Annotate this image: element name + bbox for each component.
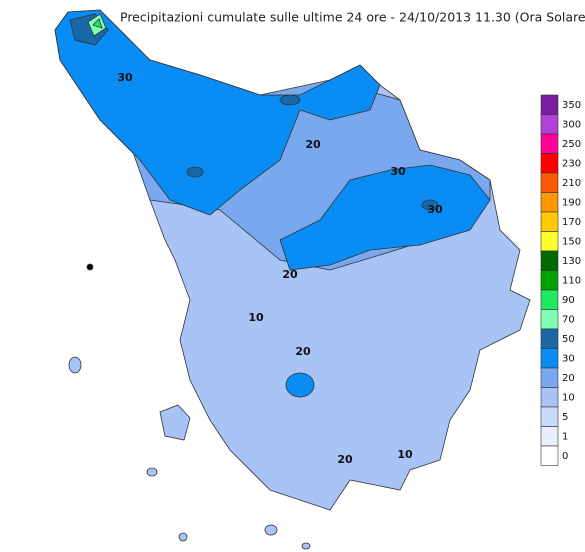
legend: 3503002502302101901701501301109070503020… xyxy=(540,94,581,466)
legend-swatch xyxy=(540,406,559,427)
legend-swatch xyxy=(540,328,559,349)
legend-swatch xyxy=(540,270,559,291)
zone-30-east xyxy=(279,164,491,271)
island xyxy=(86,263,94,271)
zone-20-spot xyxy=(285,372,315,398)
contour-label: 10 xyxy=(397,448,413,461)
island xyxy=(264,524,278,536)
legend-label: 70 xyxy=(562,314,575,325)
zone-50-spot xyxy=(186,166,204,178)
legend-swatch xyxy=(540,192,559,213)
island xyxy=(68,356,82,374)
legend-swatch xyxy=(540,367,559,388)
legend-label: 130 xyxy=(562,256,581,267)
legend-swatch xyxy=(540,133,559,154)
map-title: Precipitazioni cumulate sulle ultime 24 … xyxy=(120,10,585,25)
zone-30 xyxy=(54,9,381,216)
contour-label: 10 xyxy=(248,311,264,324)
legend-label: 150 xyxy=(562,236,581,247)
island xyxy=(178,532,188,542)
legend-label: 300 xyxy=(562,119,581,130)
zone-90 xyxy=(92,18,103,29)
legend-label: 20 xyxy=(562,373,575,384)
contour-label: 30 xyxy=(117,71,133,84)
region-base xyxy=(54,9,531,511)
legend-swatch xyxy=(540,172,559,193)
islands xyxy=(68,263,311,550)
legend-label: 1 xyxy=(562,431,568,442)
contour-label: 20 xyxy=(305,138,321,151)
legend-label: 5 xyxy=(562,412,568,423)
legend-label: 0 xyxy=(562,451,568,462)
legend-label: 90 xyxy=(562,295,575,306)
contour-labels: 30 30 20 30 10 20 20 10 20 xyxy=(117,71,443,466)
legend-label: 50 xyxy=(562,334,575,345)
legend-swatch xyxy=(540,231,559,252)
legend-label: 250 xyxy=(562,139,581,150)
legend-swatch xyxy=(540,211,559,232)
island xyxy=(159,404,191,441)
legend-label: 110 xyxy=(562,275,581,286)
legend-swatch xyxy=(540,114,559,135)
zone-50-spot xyxy=(421,199,439,211)
legend-label: 30 xyxy=(562,353,575,364)
contour-label: 20 xyxy=(337,453,353,466)
legend-swatch xyxy=(540,250,559,271)
legend-label: 230 xyxy=(562,158,581,169)
legend-swatch xyxy=(540,289,559,310)
contour-label: 20 xyxy=(282,268,298,281)
legend-swatch xyxy=(540,426,559,447)
legend-label: 190 xyxy=(562,197,581,208)
island xyxy=(146,467,158,477)
island xyxy=(301,542,311,550)
legend-swatch xyxy=(540,309,559,330)
zone-50-spot xyxy=(279,94,301,106)
contour-label: 30 xyxy=(427,203,443,216)
legend-label: 170 xyxy=(562,217,581,228)
contour-label: 30 xyxy=(390,165,406,178)
legend-swatch xyxy=(540,387,559,408)
legend-label: 10 xyxy=(562,392,575,403)
legend-swatch xyxy=(540,445,559,466)
legend-swatch xyxy=(540,348,559,369)
legend-swatch xyxy=(540,153,559,174)
legend-label: 210 xyxy=(562,178,581,189)
legend-label: 350 xyxy=(562,100,581,111)
legend-swatch xyxy=(540,94,559,115)
contour-label: 20 xyxy=(295,345,311,358)
